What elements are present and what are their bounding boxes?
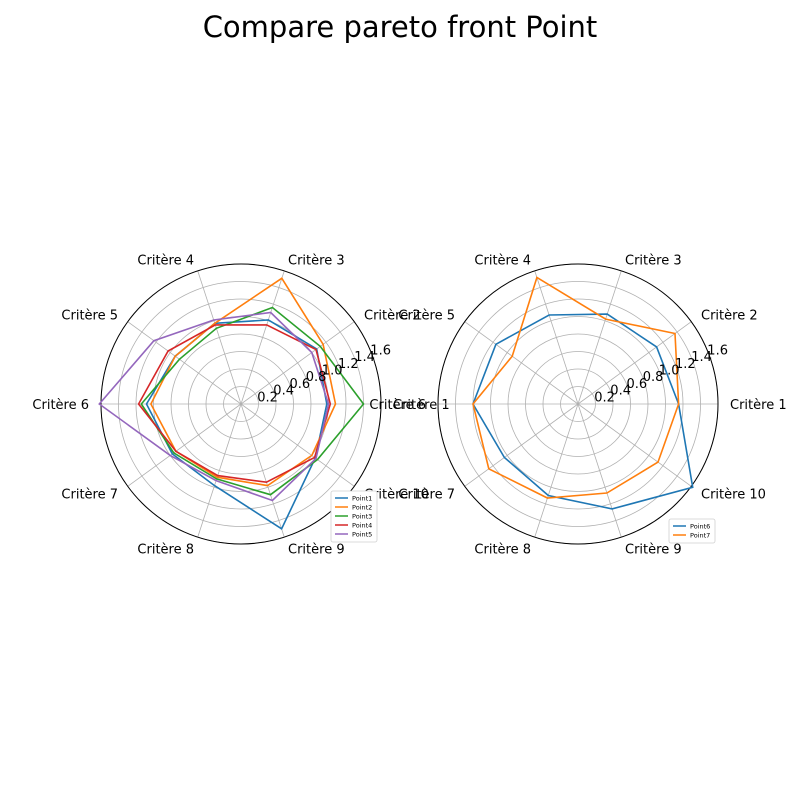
angular-gridline <box>534 403 579 538</box>
r-tick-label: 1.6 <box>370 343 391 358</box>
legend-box <box>668 518 716 544</box>
legend-label: Point6 <box>690 523 710 531</box>
category-label: Critère 8 <box>474 543 531 558</box>
r-tick-label: 0.8 <box>306 370 327 385</box>
figure-title: Compare pareto front Point <box>202 10 598 44</box>
r-tick-label: 0.4 <box>273 384 294 399</box>
angular-gridline <box>197 403 242 538</box>
angular-gridline <box>464 321 579 405</box>
r-tick-label: 0.6 <box>627 377 648 392</box>
category-label: Critère 4 <box>474 253 531 268</box>
angular-gridline <box>240 270 285 405</box>
r-tick-label: 1.0 <box>322 364 343 379</box>
series-line-Point6 <box>472 313 694 510</box>
series-line-Point7 <box>472 276 680 499</box>
angular-gridline <box>127 321 242 405</box>
angular-gridline <box>577 321 692 405</box>
r-tick-label: 1.2 <box>338 357 359 372</box>
category-label: Critère 6 <box>369 398 426 413</box>
legend-label: Point2 <box>352 504 372 512</box>
series-line-Point2 <box>149 277 337 487</box>
legend-label: Point3 <box>352 513 372 521</box>
category-label: Critère 5 <box>398 309 455 324</box>
category-label: Critère 10 <box>364 487 429 502</box>
r-tick-label: 0.8 <box>643 370 664 385</box>
r-tick-label: 1.4 <box>691 350 712 365</box>
angular-gridline <box>577 270 622 405</box>
legend-label: Point1 <box>352 495 372 503</box>
r-tick-label: 0.4 <box>610 384 631 399</box>
r-tick-label: 0.2 <box>594 390 615 405</box>
category-label: Critère 1 <box>393 398 450 413</box>
series-line-Point5 <box>98 311 330 502</box>
r-tick-label: 1.4 <box>354 350 375 365</box>
polar-frame <box>437 263 719 545</box>
r-tick-label: 1.0 <box>659 364 680 379</box>
angular-gridline <box>127 403 242 487</box>
category-label: Critère 6 <box>32 398 89 413</box>
legend-label: Point7 <box>690 532 710 540</box>
angular-gridline <box>240 403 355 487</box>
category-label: Critère 3 <box>625 253 682 268</box>
angular-gridline <box>464 403 579 487</box>
category-label: Critère 9 <box>288 543 345 558</box>
legend-label: Point4 <box>352 522 372 530</box>
category-label: Critère 2 <box>364 309 421 324</box>
angular-gridline <box>240 403 285 538</box>
legend-label: Point5 <box>352 531 372 539</box>
category-label: Critère 7 <box>398 487 455 502</box>
r-tick-label: 1.2 <box>675 357 696 372</box>
r-tick-label: 1.6 <box>707 343 728 358</box>
category-label: Critère 10 <box>701 487 766 502</box>
category-label: Critère 8 <box>137 543 194 558</box>
category-label: Critère 2 <box>701 309 758 324</box>
category-label: Critère 9 <box>625 543 682 558</box>
angular-gridline <box>197 270 242 405</box>
angular-gridline <box>534 270 579 405</box>
r-tick-label: 0.6 <box>290 377 311 392</box>
category-label: Critère 3 <box>288 253 345 268</box>
category-label: Critère 4 <box>137 253 194 268</box>
polar-frame <box>100 263 382 545</box>
series-line-Point3 <box>140 306 365 496</box>
series-line-Point4 <box>137 324 332 484</box>
angular-gridline <box>577 403 692 487</box>
series-line-Point1 <box>145 319 328 530</box>
angular-gridline <box>240 321 355 405</box>
r-tick-label: 0.2 <box>257 390 278 405</box>
category-label: Critère 1 <box>730 398 787 413</box>
angular-gridline <box>577 403 622 538</box>
category-label: Critère 7 <box>61 487 118 502</box>
category-label: Critère 5 <box>61 309 118 324</box>
legend-box <box>330 490 378 543</box>
